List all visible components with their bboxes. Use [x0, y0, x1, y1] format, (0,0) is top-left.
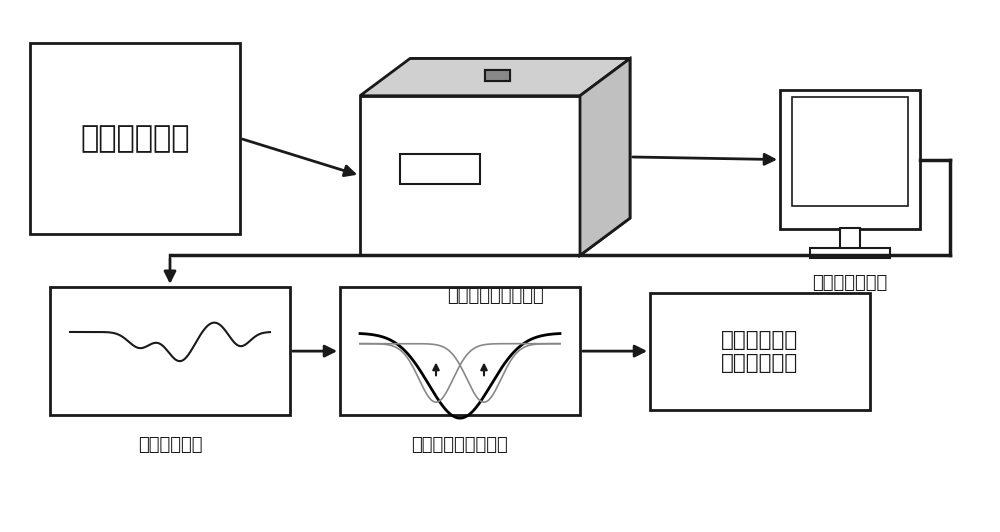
- Polygon shape: [580, 59, 630, 255]
- FancyBboxPatch shape: [650, 293, 870, 410]
- FancyBboxPatch shape: [485, 70, 510, 81]
- Text: 光谱数据平滑: 光谱数据平滑: [138, 436, 202, 454]
- FancyBboxPatch shape: [30, 43, 240, 234]
- Polygon shape: [360, 96, 580, 255]
- Text: 便携式近红外光谱仪: 便携式近红外光谱仪: [447, 287, 543, 305]
- FancyBboxPatch shape: [400, 154, 480, 184]
- FancyBboxPatch shape: [485, 70, 510, 81]
- Text: 特征吸收峰定位拟合: 特征吸收峰定位拟合: [412, 436, 508, 454]
- FancyBboxPatch shape: [340, 287, 580, 415]
- FancyBboxPatch shape: [50, 287, 290, 415]
- Text: 野外采集样品: 野外采集样品: [80, 124, 190, 153]
- FancyBboxPatch shape: [792, 97, 908, 206]
- Text: 输入便携式终端: 输入便携式终端: [812, 274, 888, 292]
- FancyBboxPatch shape: [840, 228, 860, 249]
- FancyBboxPatch shape: [810, 248, 890, 258]
- Polygon shape: [410, 59, 630, 255]
- Text: 判定绿泥石富
铁、富镁种属: 判定绿泥石富 铁、富镁种属: [721, 329, 799, 373]
- Polygon shape: [360, 59, 630, 96]
- FancyBboxPatch shape: [780, 90, 920, 229]
